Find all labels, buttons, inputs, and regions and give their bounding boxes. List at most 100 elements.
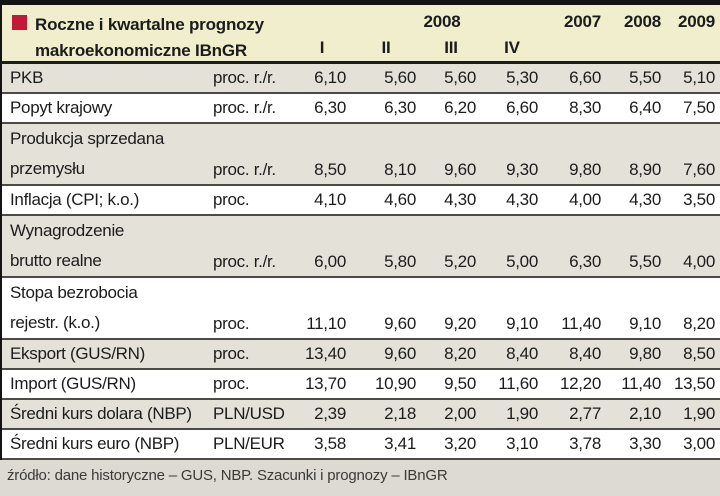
table-body: PKB proc. r./r. 6,10 5,60 5,60 5,30 6,60 5,50 5,… (0, 64, 720, 460)
row-value: 6,30 (384, 98, 416, 117)
row-value: 5,00 (506, 252, 538, 271)
row-value: 9,20 (444, 314, 476, 333)
row-value: 4,00 (683, 252, 715, 271)
row-value: 6,00 (314, 252, 346, 271)
source-note: źródło: dane historyczne – GUS, NBP. Sza… (0, 460, 720, 496)
row-value: 7,60 (683, 160, 715, 179)
row-value: 5,20 (444, 252, 476, 271)
page-title-line2: makroekonomiczne IBnGR (35, 41, 247, 60)
table-row: Import (GUS/RN) proc. 13,70 10,90 9,50 11,60 1… (2, 370, 720, 400)
row-value: 5,10 (683, 68, 715, 87)
row-value: 13,70 (304, 374, 346, 393)
row-value: 8,40 (569, 344, 601, 363)
table-row: PKB proc. r./r. 6,10 5,60 5,60 5,30 6,60 5,50 5,… (2, 64, 720, 94)
table-row: Średni kurs dolara (NBP) PLN/USD 2,39 2,18 2… (2, 400, 720, 430)
row-value: 5,50 (629, 68, 661, 87)
row-unit: proc. r./r. (213, 98, 276, 117)
row-label: Eksport (GUS/RN) (10, 344, 145, 363)
row-label: Średni kurs dolara (NBP) (10, 404, 192, 423)
row-value: 4,60 (384, 190, 416, 209)
column-header-q1: I (319, 38, 325, 57)
row-value: 6,60 (506, 98, 538, 117)
row-value: 8,50 (314, 160, 346, 179)
row-value: 8,50 (683, 344, 715, 363)
column-header-q3: III (444, 38, 458, 57)
row-value: 5,30 (506, 68, 538, 87)
row-value: 8,90 (629, 160, 661, 179)
row-value: 4,00 (569, 190, 601, 209)
row-value: 8,20 (683, 314, 715, 333)
row-value: 9,60 (444, 160, 476, 179)
row-value: 9,60 (384, 314, 416, 333)
row-value: 4,30 (629, 190, 661, 209)
row-value: 8,40 (506, 344, 538, 363)
row-value: 3,20 (444, 434, 476, 453)
row-label: Produkcja sprzedana przemysłu (10, 129, 165, 178)
page-title: Roczne i kwartalne prognozy makroekonomi… (35, 12, 264, 64)
table-header: Roczne i kwartalne prognozy makroekonomi… (0, 5, 720, 64)
table-row: Eksport (GUS/RN) proc. 13,40 9,60 8,20 8,40 8,… (2, 340, 720, 370)
row-value: 5,50 (629, 252, 661, 271)
row-value: 5,60 (384, 68, 416, 87)
row-value: 5,60 (444, 68, 476, 87)
row-value: 6,40 (629, 98, 661, 117)
row-label: Średni kurs euro (NBP) (10, 434, 180, 453)
row-value: 4,30 (506, 190, 538, 209)
row-value: 2,00 (444, 404, 476, 423)
row-label: Popyt krajowy (10, 98, 112, 117)
column-header-q4: IV (504, 38, 520, 57)
row-value: 1,90 (506, 404, 538, 423)
row-label: Inflacja (CPI; k.o.) (10, 190, 140, 209)
row-value: 2,18 (384, 404, 416, 423)
table-row: Średni kurs euro (NBP) PLN/EUR 3,58 3,41 3,2… (2, 430, 720, 460)
table-row: Stopa bezrobocia rejestr. (k.o.) proc. 11,… (2, 278, 720, 340)
row-value: 3,58 (314, 434, 346, 453)
row-unit: proc. (213, 190, 250, 209)
row-value: 8,10 (384, 160, 416, 179)
column-header-2009: 2009 (677, 11, 715, 31)
row-value: 3,00 (683, 434, 715, 453)
row-value: 1,90 (683, 404, 715, 423)
row-unit: PLN/EUR (213, 434, 285, 453)
row-unit: proc. (213, 374, 250, 393)
row-value: 5,80 (384, 252, 416, 271)
page-title-line1: Roczne i kwartalne prognozy (35, 15, 264, 34)
row-value: 6,30 (314, 98, 346, 117)
top-black-bar (0, 0, 720, 5)
row-value: 3,78 (569, 434, 601, 453)
row-value: 6,60 (569, 68, 601, 87)
row-value: 8,20 (444, 344, 476, 363)
row-value: 8,30 (569, 98, 601, 117)
row-value: 9,30 (506, 160, 538, 179)
row-value: 3,30 (629, 434, 661, 453)
row-value: 13,50 (673, 374, 715, 393)
row-unit: proc. (213, 314, 250, 333)
row-label: Import (GUS/RN) (10, 374, 136, 393)
row-value: 2,77 (569, 404, 601, 423)
row-value: 11,10 (306, 314, 346, 333)
row-value: 9,80 (569, 160, 601, 179)
row-label: Stopa bezrobocia rejestr. (k.o.) (10, 283, 138, 332)
row-unit: proc. r./r. (213, 160, 276, 179)
row-value: 2,39 (314, 404, 346, 423)
row-value: 7,50 (683, 98, 715, 117)
row-value: 11,60 (498, 374, 538, 393)
row-unit: proc. (213, 344, 250, 363)
row-value: 3,10 (506, 434, 538, 453)
row-value: 9,80 (629, 344, 661, 363)
row-value: 12,20 (559, 374, 601, 393)
column-group-year-2008: 2008 (423, 11, 461, 31)
table-row: Produkcja sprzedana przemysłu proc. r./r.… (2, 124, 720, 186)
row-value: 6,10 (314, 68, 346, 87)
row-value: 13,40 (304, 344, 346, 363)
table-row: Wynagrodzenie brutto realne proc. r./r. 6,… (2, 216, 720, 278)
row-value: 6,30 (569, 252, 601, 271)
row-unit: proc. r./r. (213, 68, 276, 87)
row-value: 9,10 (506, 314, 538, 333)
row-value: 3,41 (384, 434, 416, 453)
column-header-2008: 2008 (623, 11, 661, 31)
row-value: 6,20 (444, 98, 476, 117)
row-value: 10,90 (374, 374, 416, 393)
bullet-square-icon (12, 15, 27, 30)
row-value: 11,40 (561, 314, 601, 333)
